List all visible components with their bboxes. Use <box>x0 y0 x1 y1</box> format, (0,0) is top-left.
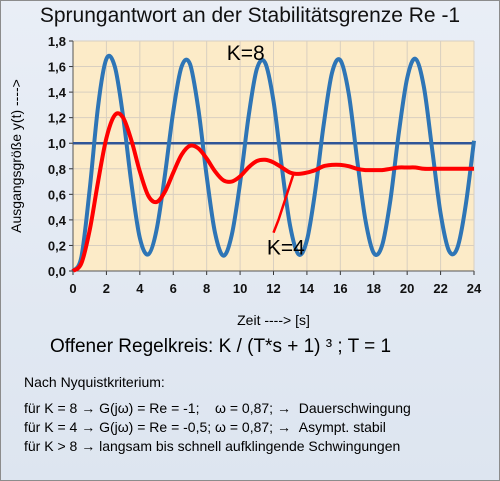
y-tick-label: 0,6 <box>48 187 66 202</box>
y-tick-label: 1,8 <box>48 34 66 49</box>
y-tick-label: 0,4 <box>48 213 67 228</box>
note-heading: Nach Nyquistkriterium: <box>24 374 165 390</box>
transfer-function-caption: Offener Regelkreis: K / (T*s + 1) ³ ; T … <box>50 336 392 357</box>
y-tick-label: 0,8 <box>48 162 66 177</box>
y-tick-label: 1,4 <box>48 85 67 100</box>
y-axis-label: Ausgangsgröße y(t) ----> <box>8 79 24 233</box>
note-k4: für K = 4 → G(jω) = Re = -0,5; ω = 0,87;… <box>24 419 386 435</box>
k8-annotation: K=8 <box>227 42 265 65</box>
y-tick-label: 1,2 <box>48 111 66 126</box>
y-tick-label: 1,0 <box>48 136 66 151</box>
x-tick-label: 16 <box>333 281 347 296</box>
x-tick-label: 10 <box>233 281 247 296</box>
y-tick-label: 0,2 <box>48 238 66 253</box>
x-tick-label: 22 <box>433 281 447 296</box>
chart-title: Sprungantwort an der Stabilitätsgrenze R… <box>39 4 461 27</box>
x-tick-label: 14 <box>300 281 315 296</box>
x-tick-label: 12 <box>266 281 280 296</box>
x-tick-label: 8 <box>203 281 210 296</box>
tick-labels: 0 2 4 6 8 10 12 14 16 18 20 22 240,00,20,40,60,81,01… <box>48 34 482 296</box>
x-tick-label: 18 <box>367 281 381 296</box>
x-tick-label: 20 <box>400 281 414 296</box>
y-tick-label: 1,6 <box>48 60 66 75</box>
x-tick-label: 6 <box>170 281 177 296</box>
series-k8-line <box>71 53 476 273</box>
note-k8: für K = 8 → G(jω) = Re = -1; ω = 0,87; →… <box>24 400 411 416</box>
x-tick-label: 2 <box>103 281 110 296</box>
x-axis-label: Zeit ----> [s] <box>237 312 310 328</box>
step-response-chart: 0 2 4 6 8 10 12 14 16 18 20 22 240,00,20,40,60,81,01… <box>8 34 482 328</box>
x-tick-label: 0 <box>69 281 76 296</box>
k4-label-pointer <box>272 173 295 234</box>
note-k-greater-8: für K > 8 → langsam bis schnell aufkling… <box>24 438 401 454</box>
y-tick-label: 0,0 <box>48 264 66 279</box>
x-tick-label: 4 <box>136 281 144 296</box>
series-k4-line <box>71 111 474 273</box>
x-tick-label: 24 <box>467 281 482 296</box>
axes <box>69 40 475 275</box>
k4-annotation: K=4 <box>267 236 305 259</box>
